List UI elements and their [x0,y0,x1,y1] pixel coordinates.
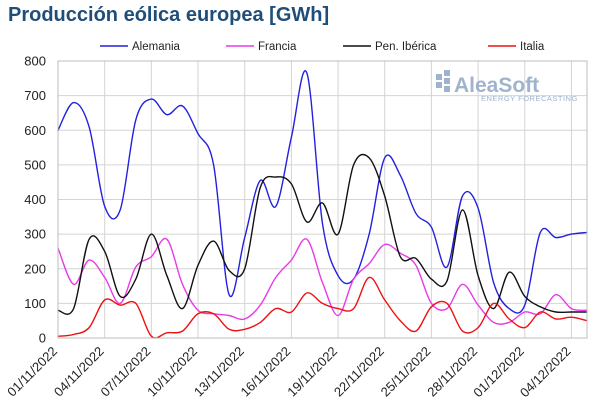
series-line-italia [57,276,588,339]
watermark-brand: AleaSoft [454,74,539,97]
y-tick-label: 600 [24,123,46,138]
y-tick-label: 400 [24,192,46,207]
y-tick-label: 800 [24,54,46,69]
aleasoft-logo-icon [436,70,450,92]
series-line-pen-iberica [57,153,588,315]
legend-label: Alemania [132,41,181,53]
series-lines [57,70,588,339]
aleasoft-watermark: AleaSoft ENERGY FORECASTING [436,70,578,103]
series-line-francia [57,237,588,325]
x-axis-ticks: 01/11/202204/11/202207/11/202210/11/2022… [4,344,573,401]
chart-title: Producción eólica europea [GWh] [8,4,330,26]
y-tick-label: 0 [39,331,46,346]
y-tick-label: 200 [24,261,46,276]
legend-label: Pen. Ibérica [375,41,437,53]
x-tick-label: 04/12/2022 [517,344,574,401]
series-line-alemania [57,70,588,314]
legend-label: Francia [258,41,297,53]
legend-label: Italia [520,41,545,53]
watermark-tagline: ENERGY FORECASTING [481,94,578,103]
y-tick-label: 300 [24,227,46,242]
axes [57,60,588,339]
y-tick-label: 100 [24,296,46,311]
y-tick-label: 700 [24,88,46,103]
legend: Alemania Francia Pen. Ibérica Italia [100,41,545,53]
y-tick-label: 500 [24,157,46,172]
y-axis-ticks: 0 100 200 300 400 500 600 700 800 [24,54,46,346]
plot-frame [57,60,588,339]
